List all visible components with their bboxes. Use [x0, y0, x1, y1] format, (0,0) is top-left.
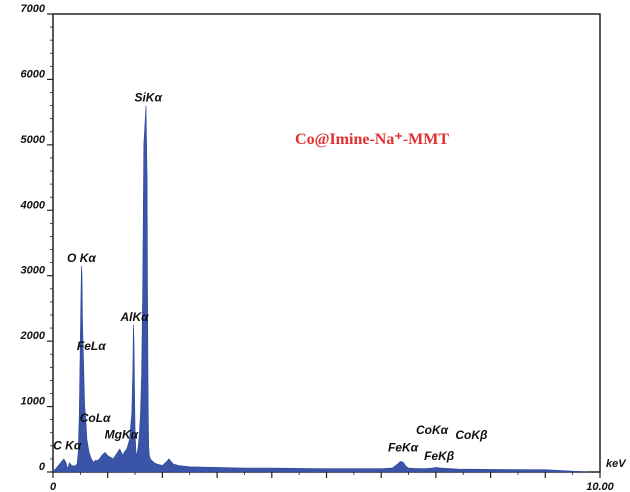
y-tick-label: 3000: [21, 265, 46, 277]
peak-label: FeLα: [77, 339, 106, 353]
x-tick-label: 10.00: [586, 481, 614, 492]
peak-label: SiKα: [134, 91, 162, 105]
spectrum-area: [52, 105, 590, 473]
x-axis-label: keV: [606, 458, 627, 470]
plot-frame: [52, 13, 601, 473]
y-tick-label: 5000: [21, 134, 46, 146]
peak-label: O Kα: [67, 251, 96, 265]
chart-title: Co@Imine-Na⁺-MMT: [295, 131, 449, 148]
peak-labels: O Kα FeLα CoLα C Kα MgKα AlKα SiKα FeKα FeKβ CoKα…: [53, 91, 488, 464]
peak-label: MgKα: [105, 428, 139, 442]
y-tick-label: 1000: [21, 396, 46, 408]
y-tick-label: 6000: [21, 68, 46, 80]
y-axis-ticks: 0 1000 2000 3000 4000 5000 6000 7000: [20, 3, 53, 473]
peak-label: C Kα: [53, 439, 82, 453]
peak-label: CoKβ: [455, 428, 488, 442]
y-tick-label: 4000: [20, 199, 46, 211]
peak-label: AlKα: [119, 310, 149, 324]
y-tick-label: 2000: [20, 330, 46, 342]
peak-label: FeKβ: [424, 449, 455, 463]
y-tick-label: 7000: [21, 3, 46, 15]
x-tick-label: 0: [50, 481, 57, 492]
peak-label: FeKα: [388, 441, 419, 455]
x-axis-ticks: 0 10.00: [50, 472, 615, 492]
peak-label: CoKα: [416, 423, 449, 437]
peak-label: CoLα: [80, 411, 111, 425]
y-tick-label: 0: [39, 461, 46, 473]
